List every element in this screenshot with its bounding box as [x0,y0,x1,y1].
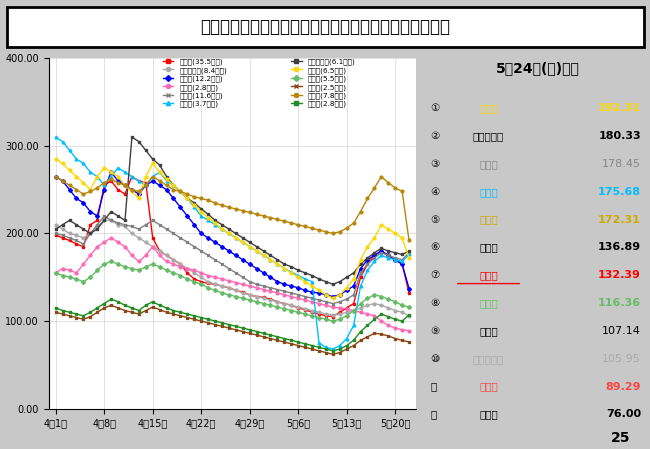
Text: 県内１２市の直近１週間の１０万人当たり陽性者数推移: 県内１２市の直近１週間の１０万人当たり陽性者数推移 [200,18,450,36]
Text: ⑩: ⑩ [430,354,439,364]
Text: ⑨: ⑨ [430,326,439,336]
Text: 136.89: 136.89 [598,242,641,252]
Text: ②: ② [430,131,439,141]
Text: 御所市: 御所市 [479,409,498,419]
Text: ⑦: ⑦ [430,270,439,280]
Text: 桜井市: 桜井市 [479,298,498,308]
Text: 5月24日(火)時点: 5月24日(火)時点 [496,61,580,75]
Text: 132.39: 132.39 [598,270,641,280]
Text: 奈良市: 奈良市 [479,270,498,280]
Text: 172.31: 172.31 [598,215,641,224]
Text: 178.45: 178.45 [602,159,641,169]
Text: 116.36: 116.36 [598,298,641,308]
FancyBboxPatch shape [6,7,644,47]
Text: ⑥: ⑥ [430,242,439,252]
Text: 76.00: 76.00 [606,409,641,419]
Text: 香芝市: 香芝市 [479,103,498,113]
Text: 五條市: 五條市 [479,382,498,392]
Text: 葛城市: 葛城市 [479,187,498,197]
Text: 107.14: 107.14 [602,326,641,336]
Text: 橿原市: 橿原市 [479,242,498,252]
Text: ⑫: ⑫ [430,409,436,419]
Text: 天理市: 天理市 [479,215,498,224]
Text: ①: ① [430,103,439,113]
Text: 生駒市: 生駒市 [479,159,498,169]
Text: 180.33: 180.33 [599,131,641,141]
Text: 175.68: 175.68 [598,187,641,197]
Text: 宇陀市: 宇陀市 [479,326,498,336]
Text: ⑧: ⑧ [430,298,439,308]
Text: ⑤: ⑤ [430,215,439,224]
Text: 105.95: 105.95 [602,354,641,364]
Text: 192.31: 192.31 [598,103,641,113]
Text: 89.29: 89.29 [605,382,641,392]
Text: ④: ④ [430,187,439,197]
Text: ⑪: ⑪ [430,382,436,392]
Text: ③: ③ [430,159,439,169]
Text: 25: 25 [611,431,630,445]
Text: 大和郡山市: 大和郡山市 [473,354,504,364]
Text: 大和高田市: 大和高田市 [473,131,504,141]
Legend: 大和高田市(6.1万人), 天理市(6.5万人), 桜井市(5.5万人), 御所市(2.5万人), 香芝市(7.8万人), 宇陀市(2.8万人): 大和高田市(6.1万人), 天理市(6.5万人), 桜井市(5.5万人), 御所… [291,58,356,107]
